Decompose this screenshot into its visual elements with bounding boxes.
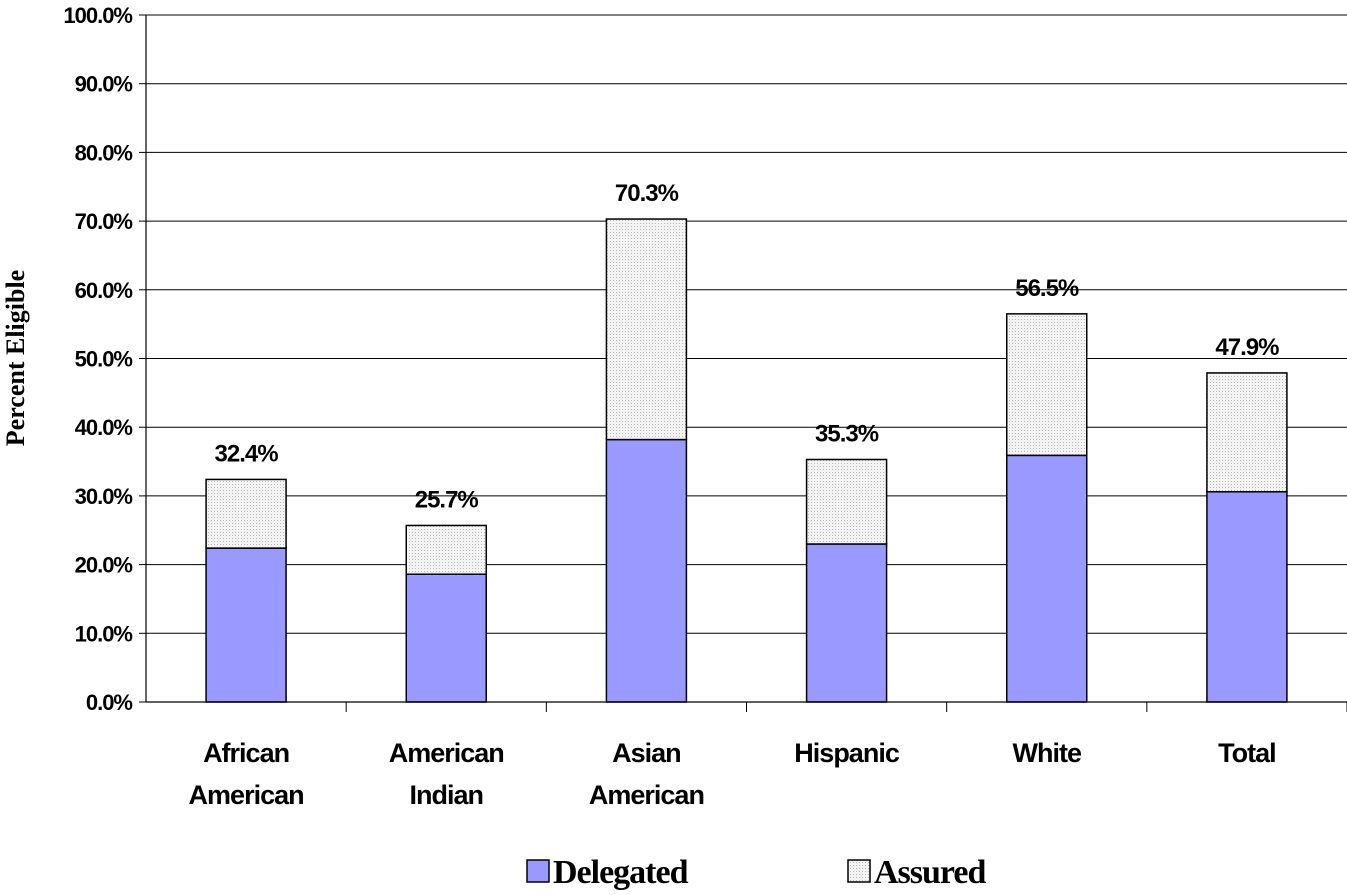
x-category-label-line: American [589,780,704,810]
bar-delegated-4 [1006,454,1088,703]
bars [205,218,1288,703]
y-tick-label: 30.0% [75,484,133,509]
y-tick-label: 70.0% [75,209,133,234]
data-label-total: 25.7% [415,486,479,513]
y-tick-label: 50.0% [75,347,133,372]
legend-swatch-delegated [526,859,550,883]
x-category-label-line: Hispanic [794,738,900,768]
x-category-label: American Indian [389,738,504,810]
y-tick-label: 0.0% [86,690,133,715]
bar-assured-2 [605,218,688,441]
x-category-label-line: White [1013,738,1082,768]
x-category-label-line: American [389,738,504,768]
y-tick-label: 80.0% [75,140,133,165]
y-tick-label: 100.0% [63,3,132,28]
y-tick-label: 60.0% [75,278,133,303]
bar-delegated-5 [1206,491,1288,703]
data-label-total: 47.9% [1215,334,1279,361]
x-category-label-line: Indian [410,780,484,810]
y-tick-label: 20.0% [75,553,133,578]
data-label-total: 35.3% [815,420,879,447]
bar-assured-0 [205,478,287,549]
bar-assured-4 [1006,313,1088,457]
legend-label-delegated: Delegated [553,854,689,891]
labels: 0.0% 10.0% 20.0% 30.0% 40.0% 50.0% 60.0% 70.0% 8… [63,3,1280,810]
x-category-label: Hispanic [794,738,900,768]
y-tick-label: 40.0% [75,415,133,440]
y-axis-title: Percent Eligible [1,270,30,446]
axes [139,14,1347,712]
bar-delegated-2 [605,438,688,703]
x-category-label: Total [1218,738,1276,768]
legend-swatch-assured [847,859,871,883]
data-label-total: 56.5% [1015,275,1079,302]
bar-delegated-0 [205,547,287,703]
bar-assured-1 [405,524,487,575]
x-category-label: Asian American [589,738,704,810]
gridlines [146,14,1347,634]
x-category-label-line: Asian [612,738,681,768]
bar-assured-5 [1206,372,1288,493]
bar-delegated-1 [405,573,487,703]
data-label-total: 70.3% [615,180,679,207]
x-category-label-line: American [189,780,304,810]
x-category-label-line: African [203,738,289,768]
bar-assured-3 [805,458,888,545]
legend-label-assured: Assured [874,854,986,891]
x-category-label: African American [189,738,304,810]
y-tick-label: 90.0% [75,72,133,97]
bar-delegated-3 [805,543,888,703]
x-category-label-line: Total [1218,738,1276,768]
y-tick-label: 10.0% [75,621,133,646]
data-label-total: 32.4% [215,440,279,467]
legend: Delegated Assured [526,854,987,891]
x-category-label: White [1013,738,1082,768]
